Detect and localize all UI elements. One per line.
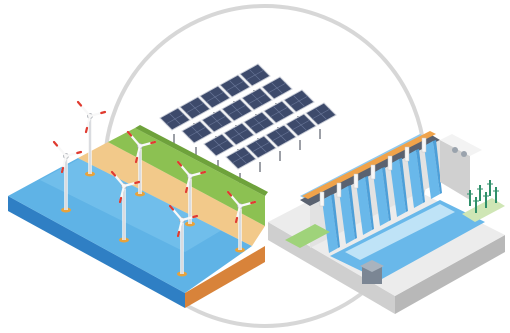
solar-panel (305, 102, 337, 126)
wind-turbine (52, 140, 83, 213)
solar-panel (219, 74, 251, 98)
solar-panel (239, 63, 271, 87)
sea-shallows (40, 152, 232, 252)
control-house-roof (360, 260, 384, 272)
solar-panel (285, 113, 317, 137)
island-side-front (185, 246, 265, 308)
solar-panel (179, 96, 211, 120)
dam-wall-road (302, 131, 436, 199)
solar-panel (263, 100, 295, 124)
solar-panel (201, 109, 233, 133)
grass-edge (135, 125, 268, 196)
spillway (319, 191, 340, 253)
island-side-left (8, 196, 185, 308)
wind-turbine (176, 160, 207, 227)
solar-panel (181, 120, 213, 144)
grass-field (108, 128, 265, 226)
spillway (421, 137, 442, 199)
solar-panel (223, 122, 255, 146)
dam-tower-vent-icon (452, 147, 458, 153)
solar-panel (199, 85, 231, 109)
solar-panel (225, 146, 257, 170)
spillway (336, 182, 357, 244)
solar-panel (265, 124, 297, 148)
offshore-wind-farm (8, 100, 268, 308)
solar-panel (159, 107, 191, 131)
transformer-yard-right (462, 198, 505, 222)
solar-panel (221, 98, 253, 122)
wind-turbine (110, 170, 141, 243)
spillway (404, 146, 425, 208)
wind-turbine (226, 190, 257, 253)
solar-panel (261, 76, 293, 100)
sand-beach (78, 142, 265, 246)
wind-turbine (126, 130, 157, 197)
solar-panel (283, 89, 315, 113)
outflow-foam (345, 204, 455, 260)
dam-tower-vent-icon (461, 151, 467, 157)
solar-panel (243, 111, 275, 135)
hydroelectric-dam (268, 131, 505, 314)
solar-panel-array (159, 63, 337, 183)
transformer-yard-left (285, 224, 330, 248)
wind-turbine (168, 204, 199, 277)
solar-panel (245, 135, 277, 159)
spillway (387, 155, 408, 217)
wind-turbine (76, 100, 107, 177)
solar-panel (241, 87, 273, 111)
dam-base-right-face (395, 235, 505, 314)
outflow-basin (330, 200, 485, 280)
dam-wall-face (310, 140, 440, 248)
control-house (362, 266, 382, 284)
spillway (353, 173, 374, 235)
dam-tower-top (440, 134, 482, 156)
spillway (370, 164, 391, 226)
solar-panel (203, 133, 235, 157)
